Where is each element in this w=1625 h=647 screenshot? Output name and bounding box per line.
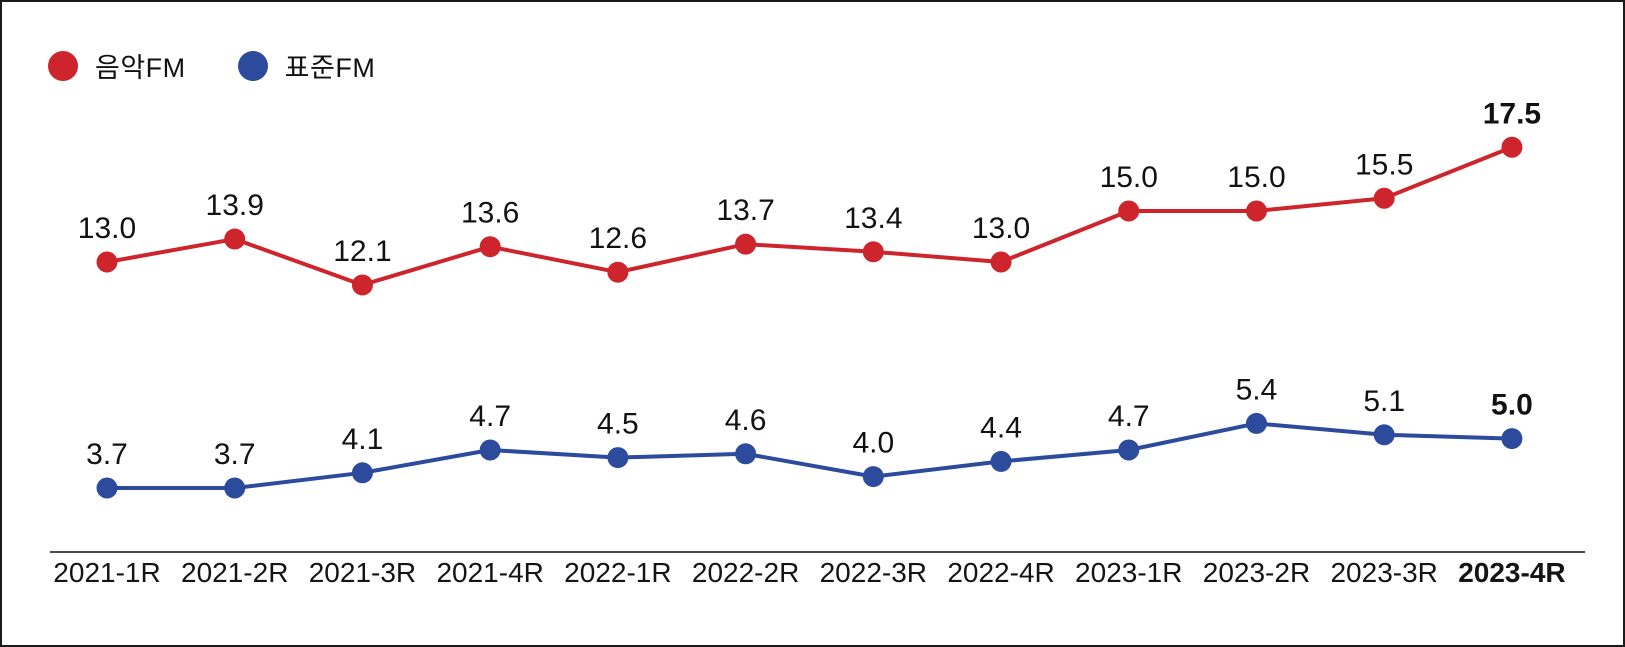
data-point-marker [479,439,501,461]
legend-label-standard-fm: 표준FM [284,53,376,83]
data-point-marker [1373,187,1395,209]
data-point-value-label: 17.5 [1483,97,1541,130]
data-point-marker [735,443,757,465]
x-tick-label: 2022-2R [692,557,799,588]
x-tick-label: 2021-1R [53,557,160,588]
legend: 음악FM 표준FM [48,46,375,85]
data-point-value-label: 13.0 [78,212,136,245]
data-point-marker [862,466,884,488]
data-point-value-label: 4.1 [342,423,384,456]
data-point-marker [96,477,118,499]
data-point-value-label: 4.0 [852,427,894,460]
x-tick-label: 2021-2R [181,557,288,588]
x-tick-label: 2023-4R [1458,557,1565,588]
data-point-marker [96,251,118,273]
x-tick-label: 2023-1R [1075,557,1182,588]
data-point-value-label: 4.7 [469,400,511,433]
data-point-value-label: 12.6 [589,222,647,255]
x-tick-label: 2022-1R [564,557,671,588]
data-point-marker [479,236,501,258]
x-tick-label: 2022-3R [820,557,927,588]
data-point-marker [607,261,629,283]
data-point-value-label: 12.1 [333,235,391,268]
data-point-value-label: 4.6 [725,404,767,437]
data-point-marker [1501,428,1523,450]
data-point-marker [862,241,884,263]
data-point-marker [351,274,373,296]
data-point-value-label: 3.7 [214,438,256,471]
music-fm-dot-icon [48,50,78,81]
series-music-fm: 13.0 13.9 12.1 13.6 12.6 13.7 13.4 13.0 15.0 15.0… [78,97,1541,296]
data-point-marker [1245,412,1267,434]
x-tick-label: 2021-3R [309,557,416,588]
x-tick-label: 2022-4R [947,557,1054,588]
data-point-marker [607,447,629,469]
data-point-marker [351,462,373,484]
data-point-value-label: 4.4 [980,411,1022,444]
data-point-value-label: 13.4 [844,202,902,235]
legend-item-music-fm: 음악FM [48,46,186,85]
legend-item-standard-fm: 표준FM [237,46,376,85]
data-point-marker [224,477,246,499]
data-point-marker [1373,424,1395,446]
x-tick-label: 2023-3R [1330,557,1437,588]
data-point-value-label: 15.5 [1355,148,1413,181]
data-point-marker [1501,136,1523,158]
data-point-value-label: 5.1 [1363,385,1405,418]
data-point-value-label: 5.0 [1491,389,1533,422]
data-point-value-label: 15.0 [1227,161,1285,194]
data-point-value-label: 15.0 [1100,161,1158,194]
data-point-value-label: 13.0 [972,212,1030,245]
data-point-marker [1245,200,1267,222]
data-point-marker [990,251,1012,273]
x-tick-label: 2021-4R [436,557,543,588]
data-point-marker [1118,439,1140,461]
data-point-value-label: 4.5 [597,408,639,441]
data-point-value-label: 3.7 [86,438,128,471]
series-line [105,145,1514,287]
data-point-marker [990,450,1012,472]
series-standard-fm: 3.7 3.7 4.1 4.7 4.5 4.6 4.0 4.4 4.7 5.4 5.1 5.0 [86,373,1533,499]
data-point-marker [224,228,246,250]
data-point-value-label: 13.9 [206,189,264,222]
data-point-marker [735,233,757,255]
data-point-marker [1118,200,1140,222]
data-point-value-label: 13.6 [461,197,519,230]
series-line [105,421,1514,490]
data-point-value-label: 4.7 [1108,400,1150,433]
data-point-value-label: 13.7 [716,194,774,227]
data-point-value-label: 5.4 [1236,373,1278,406]
legend-label-music-fm: 음악FM [95,53,186,83]
x-tick-label: 2023-2R [1203,557,1310,588]
standard-fm-dot-icon [237,50,268,81]
